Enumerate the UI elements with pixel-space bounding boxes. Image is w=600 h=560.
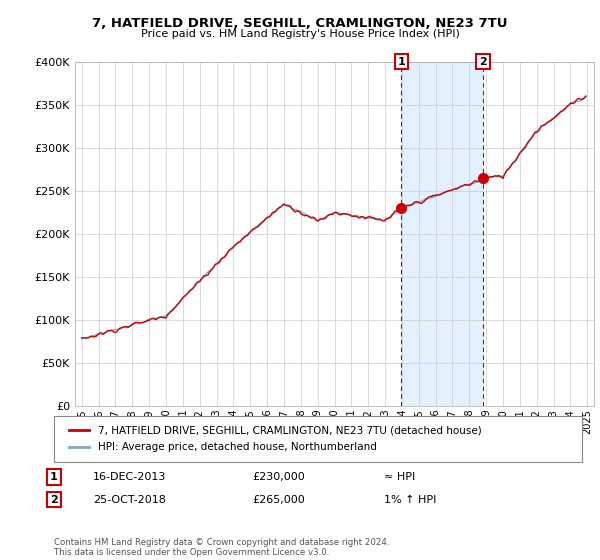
Text: Contains HM Land Registry data © Crown copyright and database right 2024.
This d: Contains HM Land Registry data © Crown c… xyxy=(54,538,389,557)
Legend: 7, HATFIELD DRIVE, SEGHILL, CRAMLINGTON, NE23 7TU (detached house), HPI: Average: 7, HATFIELD DRIVE, SEGHILL, CRAMLINGTON,… xyxy=(64,422,486,456)
Text: Price paid vs. HM Land Registry's House Price Index (HPI): Price paid vs. HM Land Registry's House … xyxy=(140,29,460,39)
Text: £230,000: £230,000 xyxy=(252,472,305,482)
Text: 2: 2 xyxy=(50,494,58,505)
Text: ≈ HPI: ≈ HPI xyxy=(384,472,415,482)
Text: £265,000: £265,000 xyxy=(252,494,305,505)
Text: 1: 1 xyxy=(50,472,58,482)
Text: 1% ↑ HPI: 1% ↑ HPI xyxy=(384,494,436,505)
Text: 7, HATFIELD DRIVE, SEGHILL, CRAMLINGTON, NE23 7TU: 7, HATFIELD DRIVE, SEGHILL, CRAMLINGTON,… xyxy=(92,17,508,30)
Text: 1: 1 xyxy=(397,57,405,67)
Bar xyxy=(401,62,483,406)
Text: 2: 2 xyxy=(479,57,487,67)
Text: 25-OCT-2018: 25-OCT-2018 xyxy=(93,494,166,505)
Text: 16-DEC-2013: 16-DEC-2013 xyxy=(93,472,166,482)
